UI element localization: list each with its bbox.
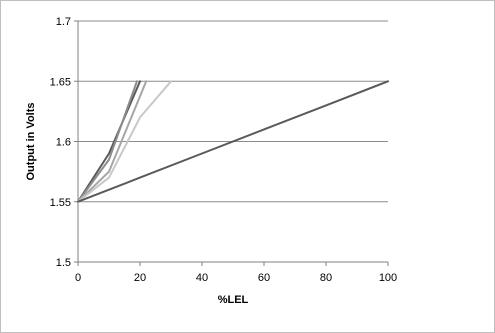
series-lines [77, 80, 389, 203]
y-tick-label-0: 1.5 [56, 257, 71, 269]
y-tick-label-2: 1.6 [56, 137, 71, 149]
x-axis-title: %LEL [218, 294, 249, 306]
y-tick-label-4: 1.7 [56, 16, 71, 28]
x-tick-label-0: 0 [75, 272, 81, 284]
axes [74, 20, 389, 266]
gridlines [78, 20, 388, 203]
x-tick-label-3: 60 [258, 272, 270, 284]
series-line-5 [77, 80, 389, 203]
x-tick-label-1: 20 [134, 272, 146, 284]
y-axis-title: Output in Volts [25, 102, 37, 180]
series-line-4 [77, 80, 172, 203]
x-tick-label-2: 40 [196, 272, 208, 284]
y-tick-label-3: 1.65 [50, 76, 71, 88]
x-tick-label-5: 100 [379, 272, 397, 284]
series-line-2 [77, 80, 138, 203]
x-tick-label-4: 80 [320, 272, 332, 284]
series-line-3 [77, 80, 148, 203]
series-line-1 [77, 80, 141, 203]
tick-labels: 1.5 1.55 1.6 1.65 1.7 0 20 40 60 80 100 [50, 16, 398, 284]
y-tick-label-1: 1.55 [50, 197, 71, 209]
